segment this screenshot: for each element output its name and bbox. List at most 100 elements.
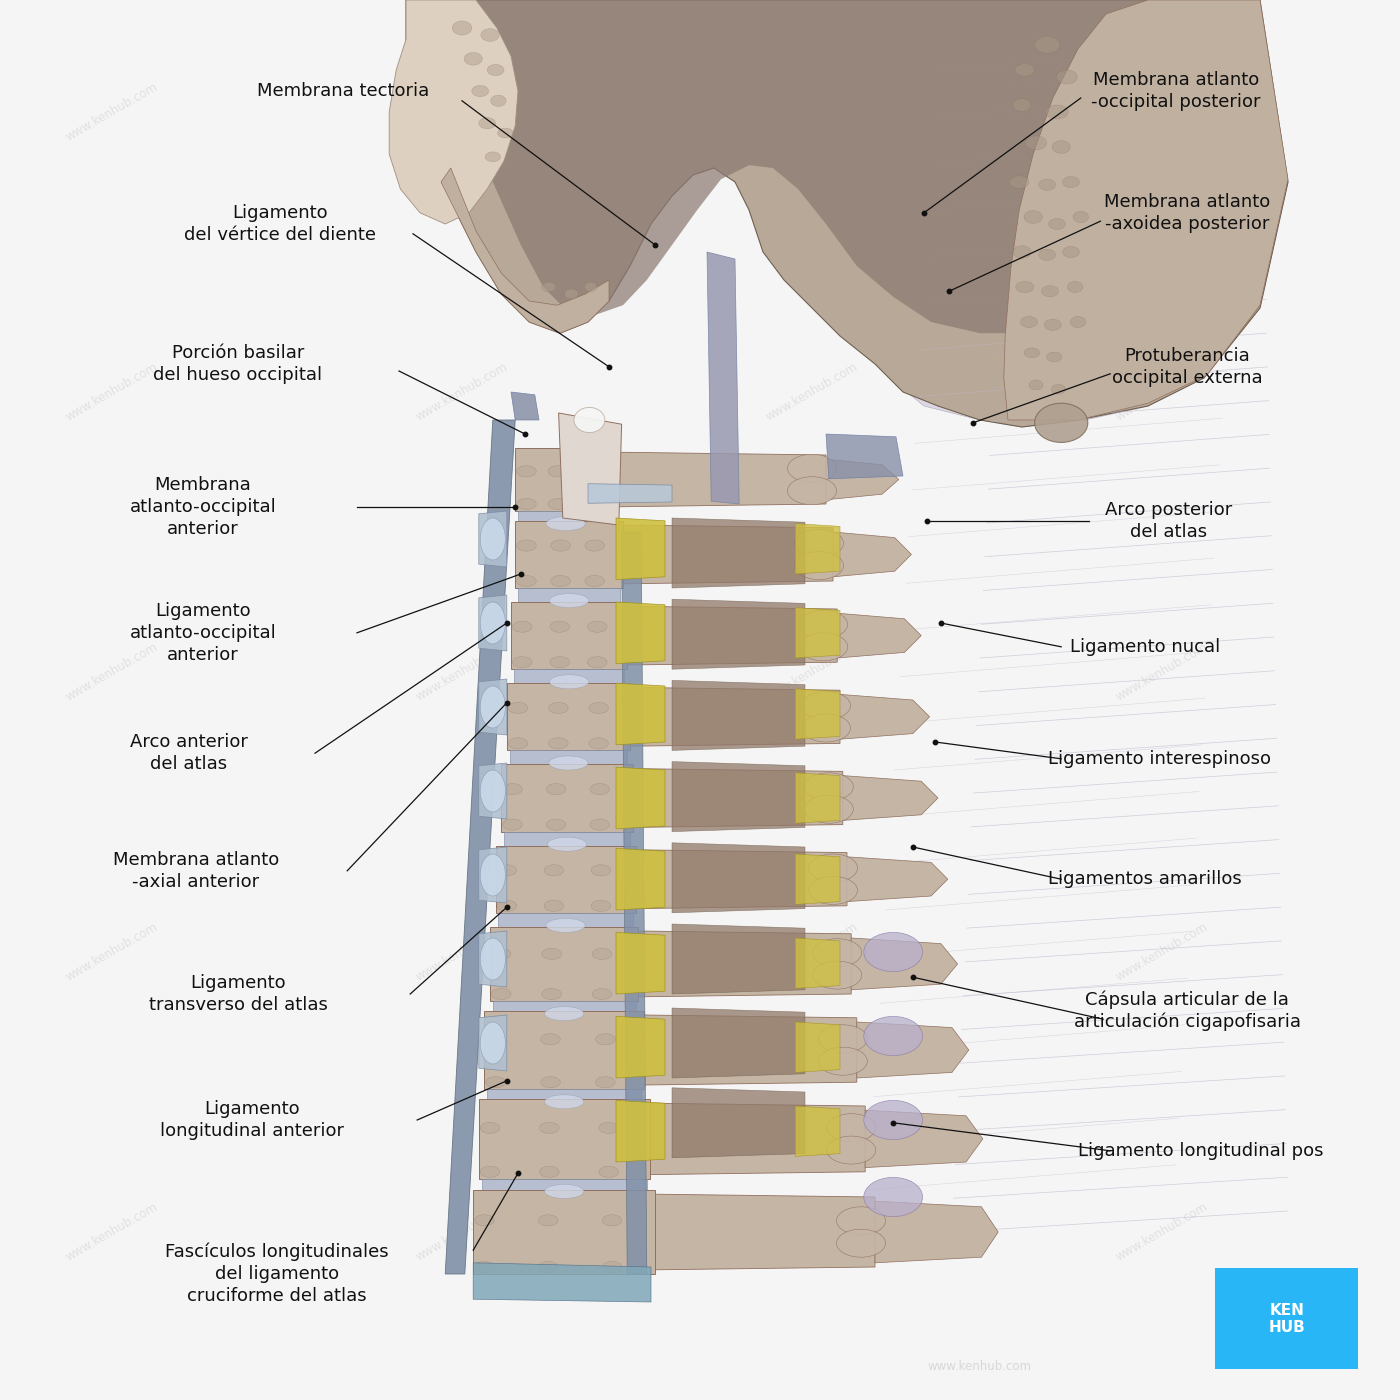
- Ellipse shape: [574, 407, 605, 433]
- Ellipse shape: [1015, 63, 1035, 76]
- Ellipse shape: [546, 517, 585, 531]
- Ellipse shape: [472, 85, 489, 97]
- Ellipse shape: [550, 622, 570, 633]
- Ellipse shape: [542, 988, 561, 1000]
- Polygon shape: [826, 434, 903, 479]
- Ellipse shape: [542, 948, 561, 959]
- Ellipse shape: [490, 95, 507, 106]
- Text: Ligamento nucal: Ligamento nucal: [1070, 638, 1221, 655]
- Polygon shape: [498, 913, 633, 938]
- Ellipse shape: [585, 575, 605, 587]
- Ellipse shape: [864, 932, 923, 972]
- Ellipse shape: [475, 1261, 494, 1273]
- Text: www.kenhub.com: www.kenhub.com: [1114, 1200, 1210, 1264]
- Ellipse shape: [1072, 211, 1089, 223]
- Ellipse shape: [547, 498, 567, 510]
- Polygon shape: [496, 846, 636, 913]
- Ellipse shape: [549, 594, 588, 608]
- Ellipse shape: [497, 865, 517, 876]
- Ellipse shape: [480, 938, 505, 980]
- Ellipse shape: [585, 281, 596, 293]
- Ellipse shape: [1051, 385, 1065, 395]
- Ellipse shape: [545, 1007, 584, 1021]
- Ellipse shape: [479, 118, 496, 129]
- Ellipse shape: [491, 988, 511, 1000]
- Ellipse shape: [480, 686, 505, 728]
- Text: www.kenhub.com: www.kenhub.com: [764, 360, 860, 424]
- Ellipse shape: [592, 988, 612, 1000]
- Ellipse shape: [818, 1047, 868, 1075]
- Text: Ligamento
atlanto-occipital
anterior: Ligamento atlanto-occipital anterior: [130, 602, 276, 664]
- Polygon shape: [851, 938, 958, 990]
- Ellipse shape: [480, 518, 505, 560]
- Text: www.kenhub.com: www.kenhub.com: [64, 920, 160, 984]
- Ellipse shape: [517, 540, 536, 552]
- Ellipse shape: [546, 784, 566, 795]
- Ellipse shape: [508, 738, 528, 749]
- Ellipse shape: [498, 127, 512, 139]
- Polygon shape: [515, 521, 623, 588]
- Ellipse shape: [564, 288, 578, 300]
- Ellipse shape: [1046, 105, 1068, 119]
- Ellipse shape: [545, 1184, 584, 1198]
- Ellipse shape: [588, 622, 608, 633]
- Ellipse shape: [589, 819, 609, 830]
- Ellipse shape: [539, 1166, 559, 1177]
- Ellipse shape: [804, 773, 854, 801]
- Polygon shape: [445, 420, 515, 1274]
- Ellipse shape: [1067, 281, 1084, 293]
- Ellipse shape: [580, 466, 599, 477]
- Polygon shape: [514, 669, 624, 694]
- Polygon shape: [644, 1015, 857, 1085]
- Ellipse shape: [1025, 210, 1042, 223]
- Ellipse shape: [547, 466, 567, 477]
- Ellipse shape: [540, 1033, 560, 1044]
- Polygon shape: [479, 1099, 650, 1179]
- Text: www.kenhub.com: www.kenhub.com: [64, 640, 160, 704]
- Ellipse shape: [787, 454, 837, 483]
- Ellipse shape: [1070, 316, 1086, 328]
- Polygon shape: [1004, 0, 1288, 420]
- Polygon shape: [501, 764, 633, 832]
- Ellipse shape: [491, 948, 511, 959]
- Polygon shape: [672, 1008, 805, 1078]
- Ellipse shape: [589, 703, 609, 714]
- Ellipse shape: [1063, 176, 1079, 188]
- Polygon shape: [473, 1190, 655, 1274]
- Polygon shape: [507, 683, 630, 750]
- Polygon shape: [479, 763, 507, 819]
- Polygon shape: [559, 413, 622, 525]
- Polygon shape: [588, 484, 672, 504]
- Ellipse shape: [801, 692, 851, 720]
- Polygon shape: [847, 857, 948, 902]
- Ellipse shape: [1039, 179, 1056, 190]
- Polygon shape: [462, 0, 1190, 333]
- Polygon shape: [865, 1110, 983, 1168]
- Polygon shape: [795, 608, 840, 658]
- Ellipse shape: [503, 784, 522, 795]
- Polygon shape: [672, 924, 805, 994]
- Ellipse shape: [539, 1123, 559, 1134]
- Polygon shape: [826, 459, 899, 500]
- Polygon shape: [406, 0, 1288, 427]
- Polygon shape: [795, 1022, 840, 1072]
- Text: Arco posterior
del atlas: Arco posterior del atlas: [1106, 501, 1232, 540]
- Ellipse shape: [550, 540, 570, 552]
- Ellipse shape: [539, 1261, 559, 1273]
- Text: Membrana atlanto
-axoidea posterior: Membrana atlanto -axoidea posterior: [1105, 193, 1270, 232]
- Ellipse shape: [486, 1077, 505, 1088]
- Polygon shape: [627, 606, 837, 665]
- Polygon shape: [479, 595, 507, 651]
- Ellipse shape: [480, 1022, 505, 1064]
- Ellipse shape: [1053, 140, 1070, 153]
- Ellipse shape: [599, 1166, 619, 1177]
- Polygon shape: [473, 1263, 651, 1302]
- Polygon shape: [672, 518, 805, 588]
- Text: www.kenhub.com: www.kenhub.com: [414, 1200, 510, 1264]
- Text: www.kenhub.com: www.kenhub.com: [1114, 640, 1210, 704]
- Ellipse shape: [1021, 316, 1037, 328]
- Ellipse shape: [475, 1215, 494, 1226]
- Ellipse shape: [589, 784, 609, 795]
- Text: www.kenhub.com: www.kenhub.com: [764, 80, 860, 144]
- Polygon shape: [515, 448, 616, 511]
